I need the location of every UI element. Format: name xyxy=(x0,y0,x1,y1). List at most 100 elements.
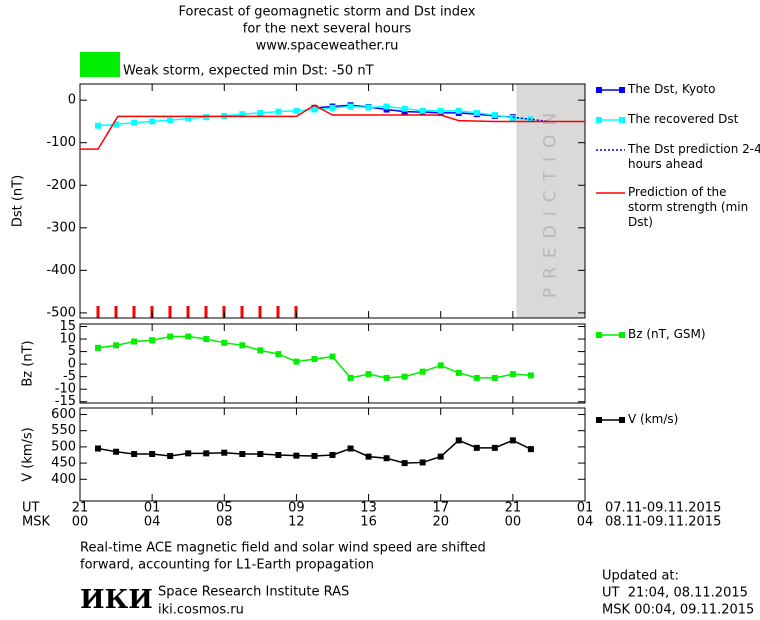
legend-marker xyxy=(596,417,602,423)
data-point xyxy=(257,347,264,354)
data-point xyxy=(113,448,120,455)
title-line: for the next several hours xyxy=(243,22,412,37)
data-point xyxy=(203,450,210,457)
data-point xyxy=(365,104,372,111)
data-point xyxy=(347,445,354,452)
data-point xyxy=(149,118,156,125)
y-tick-label: 10 xyxy=(59,332,76,347)
institute: Space Research Institute RAS xyxy=(158,585,349,600)
note-line: forward, accounting for L1-Earth propaga… xyxy=(80,558,374,573)
y-tick-label: 500 xyxy=(51,439,76,454)
data-point xyxy=(203,114,210,121)
y-tick-label: 600 xyxy=(51,407,76,422)
ut-range: 07.11-09.11.2015 xyxy=(605,501,721,516)
data-point xyxy=(185,115,192,122)
data-point xyxy=(419,107,426,114)
data-point xyxy=(473,109,480,116)
note-line: Real-time ACE magnetic field and solar w… xyxy=(80,541,486,556)
title-line: www.spaceweather.ru xyxy=(256,39,399,54)
y-tick-label: -100 xyxy=(46,135,76,150)
legend-marker xyxy=(619,117,625,123)
data-point xyxy=(131,338,138,345)
data-point xyxy=(437,107,444,114)
data-point xyxy=(419,459,426,466)
data-point xyxy=(221,339,228,346)
data-point xyxy=(293,107,300,114)
y-tick-label: 0 xyxy=(68,357,76,372)
x-tick-label-msk: 20 xyxy=(432,515,449,530)
data-point xyxy=(329,451,336,458)
panel-frame xyxy=(79,407,586,502)
x-tick-label: 21 xyxy=(505,501,522,516)
data-point xyxy=(167,452,174,459)
x-tick-label: 13 xyxy=(360,501,377,516)
x-tick-label: 17 xyxy=(432,501,449,516)
data-point xyxy=(329,353,336,360)
data-point xyxy=(491,112,498,119)
data-point xyxy=(275,351,282,358)
y-tick-label: -300 xyxy=(46,220,76,235)
data-point xyxy=(455,437,462,444)
data-point xyxy=(275,451,282,458)
storm-swatch xyxy=(80,52,120,77)
legend-marker xyxy=(619,417,625,423)
data-point xyxy=(167,117,174,124)
data-point xyxy=(455,369,462,376)
data-point xyxy=(113,342,120,349)
x-tick-label: 01 xyxy=(577,501,594,516)
data-point xyxy=(383,455,390,462)
legend-marker xyxy=(619,332,625,338)
y-tick-label: 0 xyxy=(68,93,76,108)
y-tick-label: 5 xyxy=(68,344,76,359)
x-tick-label-msk: 00 xyxy=(72,515,89,530)
updated-ut: UT 21:04, 08.11.2015 xyxy=(602,586,748,601)
data-point xyxy=(527,116,534,123)
data-point xyxy=(491,444,498,451)
y-axis-label: Bz (nT) xyxy=(21,340,36,386)
y-tick-label: 400 xyxy=(51,472,76,487)
data-point xyxy=(185,450,192,457)
data-point xyxy=(131,119,138,126)
data-point xyxy=(383,103,390,110)
data-point xyxy=(311,106,318,113)
data-point xyxy=(527,446,534,453)
y-tick-label: 450 xyxy=(51,456,76,471)
updated-label: Updated at: xyxy=(602,569,679,584)
data-point xyxy=(401,373,408,380)
data-point xyxy=(221,449,228,456)
data-point xyxy=(365,371,372,378)
panel-frame xyxy=(79,323,586,404)
data-point xyxy=(455,107,462,114)
y-tick-label: 15 xyxy=(59,319,76,334)
site: iki.cosmos.ru xyxy=(158,603,244,618)
x-tick-label: 21 xyxy=(72,501,89,516)
data-point xyxy=(275,108,282,115)
data-point xyxy=(311,356,318,363)
x-tick-label-msk: 16 xyxy=(360,515,377,530)
data-point xyxy=(239,451,246,458)
data-point xyxy=(257,451,264,458)
data-point xyxy=(95,344,102,351)
data-point xyxy=(311,452,318,459)
prediction-shade xyxy=(516,84,585,318)
y-tick-label: -10 xyxy=(55,382,76,397)
x-tick-label-msk: 04 xyxy=(577,515,594,530)
data-point xyxy=(401,105,408,112)
title-line: Forecast of geomagnetic storm and Dst in… xyxy=(178,5,475,20)
data-point xyxy=(95,445,102,452)
data-point xyxy=(509,371,516,378)
prediction-label: PREDICTION xyxy=(541,104,561,298)
y-tick-label: -200 xyxy=(46,178,76,193)
x-tick-label: 09 xyxy=(288,501,305,516)
data-point xyxy=(473,374,480,381)
x-tick-label: 05 xyxy=(216,501,233,516)
x-tick-label: 01 xyxy=(144,501,161,516)
legend-marker xyxy=(596,332,602,338)
data-point xyxy=(383,374,390,381)
panel-frame xyxy=(79,83,586,319)
storm-label: Weak storm, expected min Dst: -50 nT xyxy=(123,64,374,79)
legend-label: V (km/s) xyxy=(628,412,679,426)
data-point xyxy=(131,451,138,458)
x-tick-label-msk: 08 xyxy=(216,515,233,530)
ut-label: UT xyxy=(22,501,40,516)
